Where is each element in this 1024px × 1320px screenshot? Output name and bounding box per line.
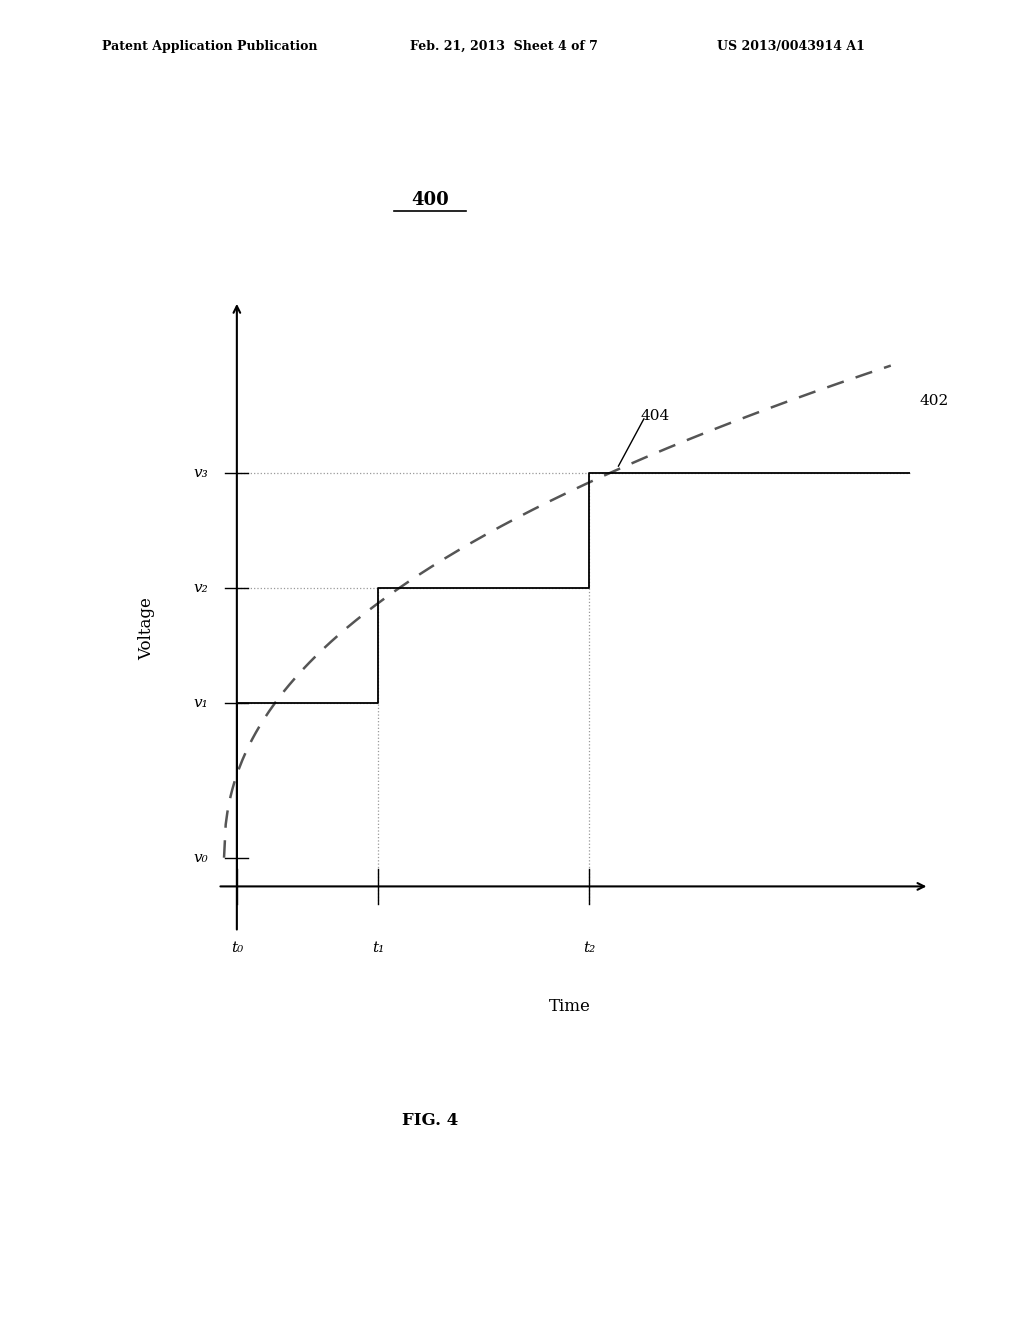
Text: Patent Application Publication: Patent Application Publication (102, 40, 317, 53)
Text: t₂: t₂ (584, 941, 596, 954)
Text: 404: 404 (641, 409, 670, 422)
Text: Time: Time (549, 998, 591, 1015)
Text: 402: 402 (920, 395, 949, 408)
Text: t₁: t₁ (372, 941, 384, 954)
Text: v₁: v₁ (194, 696, 208, 710)
Text: v₂: v₂ (194, 581, 208, 595)
Text: v₀: v₀ (194, 850, 208, 865)
Text: US 2013/0043914 A1: US 2013/0043914 A1 (717, 40, 864, 53)
Text: Voltage: Voltage (138, 597, 156, 660)
Text: Feb. 21, 2013  Sheet 4 of 7: Feb. 21, 2013 Sheet 4 of 7 (410, 40, 597, 53)
Text: 400: 400 (412, 190, 449, 209)
Text: t₀: t₀ (230, 941, 243, 954)
Text: v₃: v₃ (194, 466, 208, 480)
Text: FIG. 4: FIG. 4 (402, 1111, 458, 1129)
